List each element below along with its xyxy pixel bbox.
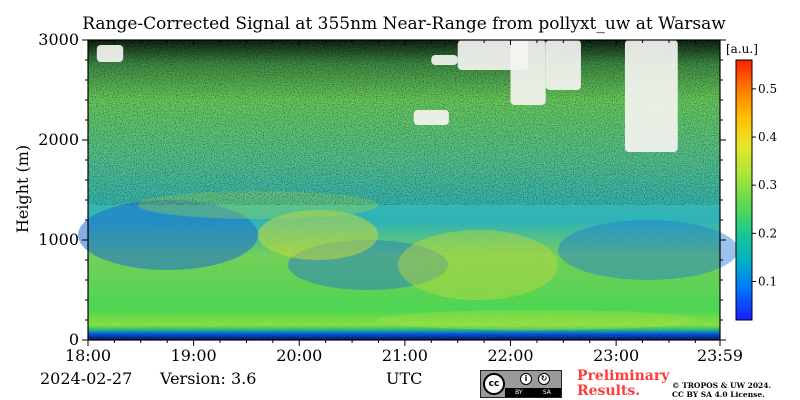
cloud-feature bbox=[545, 40, 581, 90]
x-tick-label: 23:59 bbox=[697, 346, 743, 365]
y-tick-label: 0 bbox=[69, 330, 79, 349]
speckle-noise-layer bbox=[88, 40, 720, 205]
colorbar-tick-label: 0.5 bbox=[758, 82, 777, 96]
cc-strip: BY SA bbox=[505, 388, 561, 397]
cloud-feature bbox=[431, 55, 458, 65]
footer-date: 2024-02-27 bbox=[40, 369, 133, 388]
colorbar-tick-label: 0.1 bbox=[758, 274, 777, 288]
colorbar-unit-label: [a.u.] bbox=[726, 42, 758, 56]
cloud-feature bbox=[510, 40, 546, 105]
cc-by-icon: i bbox=[520, 373, 532, 385]
cc-logo-icon: cc bbox=[483, 373, 505, 395]
chart-title: Range-Corrected Signal at 355nm Near-Ran… bbox=[82, 14, 726, 34]
cloud-feature bbox=[96, 45, 124, 62]
cc-sa-icon: ↻ bbox=[538, 373, 550, 385]
cc-by-label: BY bbox=[515, 389, 523, 396]
cloud-feature bbox=[413, 110, 449, 125]
x-tick-label: 19:00 bbox=[171, 346, 217, 365]
footer-version: Version: 3.6 bbox=[160, 369, 257, 388]
y-axis-label: Height (m) bbox=[13, 145, 32, 233]
y-tick-label: 2000 bbox=[38, 130, 79, 149]
copyright-line-2: CC BY SA 4.0 License. bbox=[672, 390, 765, 399]
axes: 18:00 19:00 20:00 21:00 22:00 23:00 23:59 0 1000… bbox=[13, 30, 743, 365]
cloud-features bbox=[96, 40, 678, 152]
x-tick-label: 18:00 bbox=[65, 346, 111, 365]
x-tick-label: 22:00 bbox=[487, 346, 533, 365]
preliminary-notice: Preliminary Results. bbox=[577, 369, 669, 399]
y-tick-label: 3000 bbox=[38, 30, 79, 49]
plot-frame bbox=[87, 39, 721, 341]
colorbar-tick-label: 0.4 bbox=[758, 130, 777, 144]
preliminary-line-1: Preliminary bbox=[577, 368, 670, 384]
plot-area bbox=[78, 40, 738, 340]
colorbar-tick-label: 0.2 bbox=[758, 226, 777, 240]
cloud-feature bbox=[624, 40, 678, 152]
preliminary-line-2: Results. bbox=[577, 383, 641, 399]
cc-sa-label: SA bbox=[542, 389, 551, 396]
colorbar: 0.1 0.2 0.3 0.4 0.5 bbox=[735, 59, 777, 321]
x-tick-label: 21:00 bbox=[382, 346, 428, 365]
y-tick-label: 1000 bbox=[38, 230, 79, 249]
x-tick-label: 23:00 bbox=[593, 346, 639, 365]
copyright-line-1: © TROPOS & UW 2024. bbox=[672, 381, 772, 390]
cc-license-badge[interactable]: cc i ↻ BY SA bbox=[480, 370, 562, 398]
x-tick-label: 20:00 bbox=[276, 346, 322, 365]
x-axis-label: UTC bbox=[386, 369, 423, 388]
colorbar-tick-label: 0.3 bbox=[758, 178, 777, 192]
copyright-notice: © TROPOS & UW 2024. CC BY SA 4.0 License… bbox=[672, 381, 771, 399]
colorbar-bar bbox=[735, 59, 753, 321]
cc-icons: i ↻ bbox=[509, 373, 561, 387]
